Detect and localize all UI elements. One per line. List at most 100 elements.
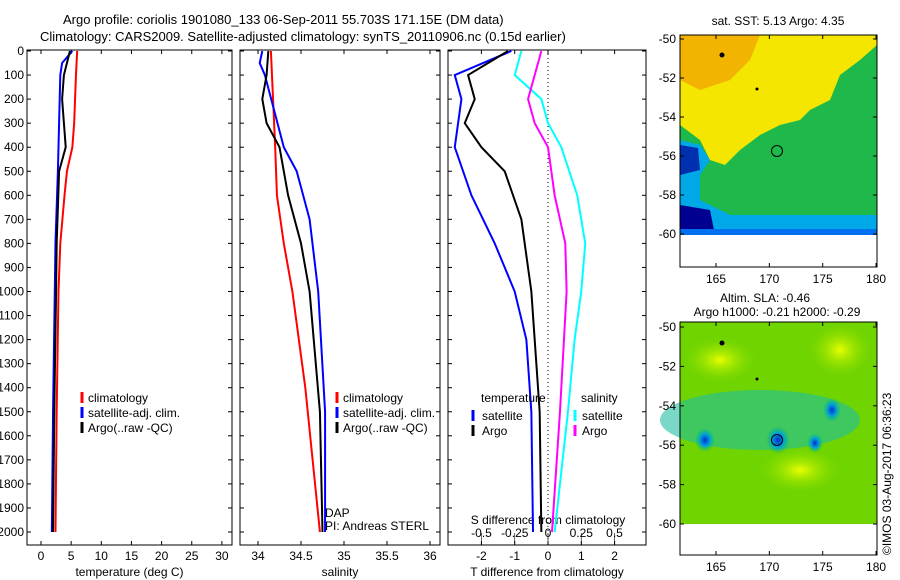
y-tick-label: 2000: [0, 525, 24, 539]
legend-label: satellite-adj. clim.: [88, 406, 180, 420]
series-climatology: [54, 50, 79, 533]
x2-tick-label: 0: [545, 526, 552, 540]
lat-tick-label: -52: [659, 359, 677, 373]
x-tick-label: 2: [611, 549, 618, 563]
lat-tick-label: -60: [659, 227, 677, 241]
legend-label: Argo: [582, 424, 608, 438]
salinity-plot: 34 34.5 35 35.5 36 salinity climatologysatelli…: [239, 49, 441, 579]
series-climatology: [269, 50, 321, 533]
x-tick-label: -2: [476, 549, 487, 563]
lon-tick-label: 170: [759, 560, 779, 574]
y-tick-label: 1900: [0, 501, 24, 515]
lat-tick-label: -56: [659, 149, 677, 163]
y-tick-label: 700: [4, 212, 24, 226]
series-argo-raw-qc-: [261, 50, 324, 533]
float-marker: [771, 145, 783, 157]
y-tick-label: 1400: [0, 381, 24, 395]
lat-tick-label: -54: [659, 110, 677, 124]
lat-tick-label: -54: [659, 399, 677, 413]
x-tick-label: 25: [185, 549, 199, 563]
series-t-satellite: [453, 50, 535, 533]
lon-tick-label: 175: [813, 560, 833, 574]
x-axis-label: salinity: [322, 565, 359, 579]
series-satellite-adj-clim-: [258, 50, 327, 532]
footer-stamp: ©IMOS 03-Aug-2017 06:36:23: [880, 392, 894, 555]
x-tick-label: -1: [509, 549, 520, 563]
y-tick-label: 900: [4, 260, 24, 274]
x-tick-label: 20: [155, 549, 169, 563]
lat-tick-label: -60: [659, 517, 677, 531]
sla-map-title2: Argo h1000: -0.21 h2000: -0.29: [694, 305, 861, 319]
y-tick-label: 200: [4, 92, 24, 106]
lon-tick-label: 180: [866, 560, 886, 574]
sla-map: Altim. SLA: -0.46 Argo h1000: -0.21 h200…: [660, 291, 878, 556]
y-tick-label: 1600: [0, 429, 24, 443]
x2-tick-label: 0.25: [570, 526, 594, 540]
y-tick-label: 100: [4, 68, 24, 82]
hot-region: [680, 35, 760, 90]
y-tick-label: 300: [4, 116, 24, 130]
annotation: PI: Andreas STERL: [325, 519, 429, 533]
x-tick-label: 30: [215, 549, 229, 563]
y-tick-label: 1100: [0, 309, 24, 323]
legend-label: satellite-adj. clim.: [343, 406, 435, 420]
sla-map-title1: Altim. SLA: -0.46: [720, 291, 810, 305]
x-tick-label: 15: [125, 549, 139, 563]
title-line1: Argo profile: coriolis 1901080_133 06-Se…: [63, 12, 504, 27]
x2-tick-label: 0.5: [606, 526, 623, 540]
series-s-argo: [527, 50, 568, 533]
sst-map: sat. SST: 5.13 Argo: 4.35: [679, 14, 878, 268]
lon-tick-label: 165: [706, 272, 726, 286]
legend-title: temperature: [481, 391, 546, 405]
legend-title: salinity: [581, 391, 618, 405]
plot-frame: [239, 49, 441, 546]
x-axis-label: T difference from climatology: [470, 565, 624, 579]
y-tick-label: 600: [4, 188, 24, 202]
sst-map-axes: 165 170 175 180 -50 -52 -54 -56 -58 -60: [659, 32, 887, 286]
lon-tick-label: 175: [813, 272, 833, 286]
x2-axis-label: S difference from climatology: [471, 513, 626, 527]
x-axis-label: temperature (deg C): [75, 565, 183, 579]
y-tick-label: 1000: [0, 285, 24, 299]
y-tick-label: 1200: [0, 333, 24, 347]
x-tick-label: 1: [578, 549, 585, 563]
x-tick-label: 0: [38, 549, 45, 563]
lon-tick-label: 165: [706, 560, 726, 574]
y-tick-label: 500: [4, 164, 24, 178]
y-tick-label: 1300: [0, 357, 24, 371]
legend-label: Argo: [482, 424, 508, 438]
title-line2: Climatology: CARS2009. Satellite-adjuste…: [40, 29, 566, 44]
y-tick-label: 1500: [0, 405, 24, 419]
x-tick-label: 0: [545, 549, 552, 563]
difference-plot: -2 -1 0 1 2 T difference from climatology -0.5…: [447, 49, 647, 579]
x-tick-label: 10: [95, 549, 109, 563]
lat-tick-label: -50: [659, 32, 677, 46]
lat-tick-label: -58: [659, 188, 677, 202]
y-tick-label: 800: [4, 236, 24, 250]
lat-tick-label: -50: [659, 320, 677, 334]
plot-frame: [447, 49, 647, 546]
lon-tick-label: 170: [759, 272, 779, 286]
annotation: DAP: [325, 506, 350, 520]
plot-frame: [26, 49, 233, 546]
sst-map-title: sat. SST: 5.13 Argo: 4.35: [712, 14, 845, 28]
x-tick-label: 34.5: [289, 549, 313, 563]
x-tick-label: 35.5: [375, 549, 399, 563]
legend-label: Argo(..raw -QC): [88, 421, 173, 435]
temperature-plot: 0100200300400500600700800900100011001200…: [0, 44, 233, 579]
legend-label: climatology: [88, 391, 148, 405]
series-t-argo: [463, 50, 543, 533]
float-marker: [771, 434, 783, 446]
x2-tick-label: -0.5: [471, 526, 492, 540]
lon-tick-label: 180: [866, 272, 886, 286]
y-tick-label: 400: [4, 140, 24, 154]
x-tick-label: 34: [251, 549, 265, 563]
x-tick-label: 5: [68, 549, 75, 563]
y-tick-label: 0: [17, 44, 24, 58]
x-tick-label: 35: [337, 549, 351, 563]
series-s-satellite: [513, 50, 587, 533]
lat-tick-label: -56: [659, 438, 677, 452]
legend-label: climatology: [343, 391, 403, 405]
